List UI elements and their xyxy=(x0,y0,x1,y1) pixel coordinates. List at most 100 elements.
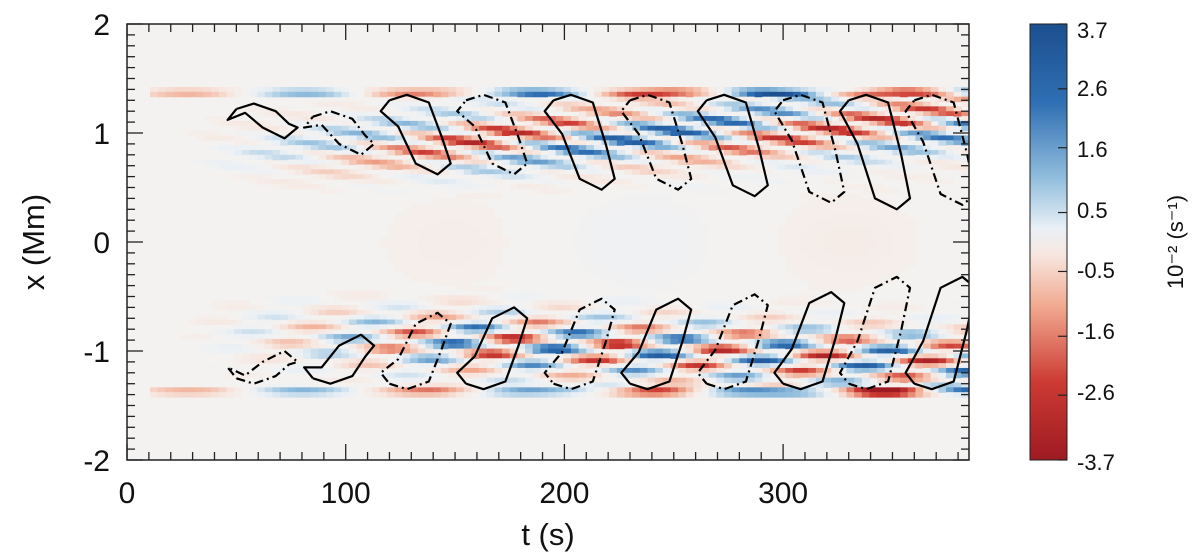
heatmap-cell xyxy=(517,183,526,190)
heatmap-cell xyxy=(433,164,442,170)
heatmap-cell xyxy=(701,116,710,122)
heatmap-cell xyxy=(739,86,748,93)
heatmap-cell xyxy=(234,140,243,146)
heatmap-cell xyxy=(479,203,488,209)
heatmap-cell xyxy=(532,145,541,151)
heatmap-cell xyxy=(295,159,304,166)
heatmap-cell xyxy=(823,275,832,282)
heatmap-cell xyxy=(463,203,473,209)
heatmap-cell xyxy=(494,314,503,321)
heatmap-cell xyxy=(348,377,358,384)
heatmap-cell xyxy=(785,86,794,93)
heatmap-cell xyxy=(662,101,672,107)
heatmap-cell xyxy=(387,174,396,180)
heatmap-cell xyxy=(915,358,924,364)
heatmap-cell xyxy=(226,145,235,151)
heatmap-cell xyxy=(570,159,580,166)
heatmap-cell xyxy=(333,130,342,137)
heatmap-cell xyxy=(800,324,809,330)
heatmap-cell xyxy=(685,212,695,219)
heatmap-cell xyxy=(923,334,932,340)
heatmap-cell xyxy=(440,251,450,258)
heatmap-cell xyxy=(578,86,587,93)
heatmap-cell xyxy=(838,212,848,219)
heatmap-cell xyxy=(456,392,465,398)
heatmap-cell xyxy=(433,392,442,398)
heatmap-cell xyxy=(754,392,763,398)
heatmap-cell xyxy=(731,363,740,369)
heatmap-cell xyxy=(440,300,450,306)
heatmap-cell xyxy=(563,358,572,364)
heatmap-cell xyxy=(655,174,664,180)
heatmap-cell xyxy=(685,358,695,364)
heatmap-cell xyxy=(708,91,717,98)
heatmap-cell xyxy=(517,106,526,112)
heatmap-cell xyxy=(318,329,327,335)
heatmap-cell xyxy=(701,135,710,141)
heatmap-cell xyxy=(410,125,419,132)
heatmap-cell xyxy=(295,91,304,98)
heatmap-cell xyxy=(892,106,901,112)
heatmap-cell xyxy=(417,382,427,388)
heatmap-cell xyxy=(923,179,932,185)
heatmap-cell xyxy=(364,106,373,112)
heatmap-cell xyxy=(670,154,679,161)
heatmap-cell xyxy=(662,309,672,316)
heatmap-cell xyxy=(356,106,365,112)
heatmap-cell xyxy=(716,164,725,170)
heatmap-cell xyxy=(731,304,740,311)
heatmap-cell xyxy=(846,101,855,107)
heatmap-cell xyxy=(823,348,832,355)
heatmap-cell xyxy=(517,338,526,345)
heatmap-cell xyxy=(249,353,258,359)
heatmap-cell xyxy=(379,159,388,166)
heatmap-cell xyxy=(417,203,427,209)
heatmap-cell xyxy=(471,246,480,253)
heatmap-cell xyxy=(815,135,825,141)
heatmap-cell xyxy=(662,159,672,166)
heatmap-cell xyxy=(938,338,947,345)
heatmap-cell xyxy=(479,212,488,219)
heatmap-cell xyxy=(440,343,450,350)
heatmap-cell xyxy=(555,86,564,93)
heatmap-cell xyxy=(333,91,342,98)
heatmap-cell xyxy=(846,232,855,238)
heatmap-cell xyxy=(685,140,695,146)
heatmap-cell xyxy=(846,169,855,175)
heatmap-cell xyxy=(892,382,901,388)
heatmap-cell xyxy=(800,256,809,262)
heatmap-cell xyxy=(540,188,549,195)
heatmap-cell xyxy=(280,164,289,170)
heatmap-cell xyxy=(884,232,894,238)
heatmap-cell xyxy=(548,343,557,350)
heatmap-cell xyxy=(509,290,518,296)
heatmap-cell xyxy=(647,285,656,292)
heatmap-cell xyxy=(724,343,733,350)
heatmap-cell xyxy=(800,227,809,233)
heatmap-cell xyxy=(486,261,496,267)
heatmap-cell xyxy=(616,329,626,335)
heatmap-cell xyxy=(440,392,450,398)
heatmap-cell xyxy=(149,91,159,98)
heatmap-cell xyxy=(846,116,855,122)
heatmap-cell xyxy=(578,372,587,379)
heatmap-cell xyxy=(815,309,825,316)
heatmap-cell xyxy=(525,101,534,107)
heatmap-cell xyxy=(854,237,863,243)
heatmap-cell xyxy=(846,363,855,369)
heatmap-cell xyxy=(854,212,863,219)
heatmap-cell xyxy=(601,334,610,340)
heatmap-cell xyxy=(800,154,809,161)
heatmap-cell xyxy=(678,116,687,122)
heatmap-cell xyxy=(769,154,779,161)
heatmap-cell xyxy=(693,120,702,127)
heatmap-cell xyxy=(218,304,228,311)
heatmap-cell xyxy=(494,246,503,253)
heatmap-cell xyxy=(655,232,664,238)
heatmap-cell xyxy=(448,203,457,209)
heatmap-cell xyxy=(532,324,541,330)
heatmap-cell xyxy=(601,174,610,180)
heatmap-cell xyxy=(532,183,541,190)
heatmap-cell xyxy=(287,382,296,388)
heatmap-cell xyxy=(624,261,633,267)
